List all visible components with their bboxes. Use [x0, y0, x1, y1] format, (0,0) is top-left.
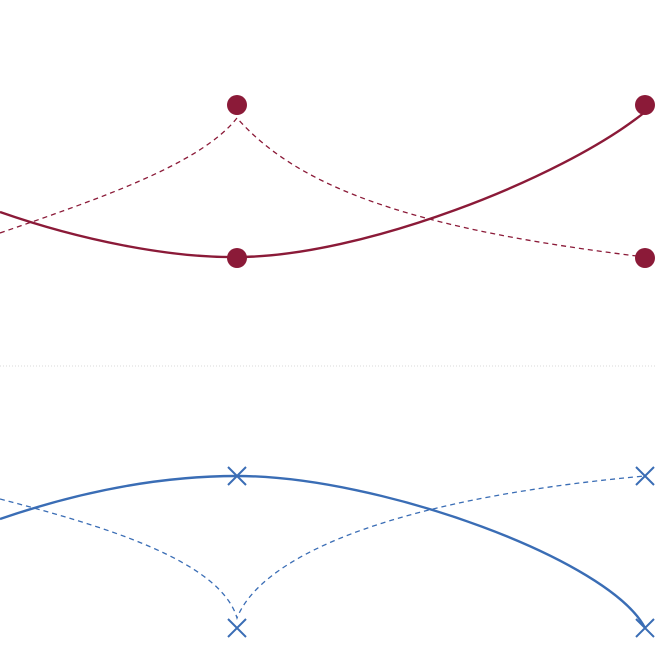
- lower-node-top-right: [635, 466, 655, 486]
- lower-node-bottom-right: [635, 618, 655, 638]
- upper-solid-curve: [0, 111, 646, 259]
- upper-node-top-right: [635, 95, 655, 115]
- lower-node-bottom-middle: [227, 618, 247, 638]
- upper-group: [0, 95, 655, 268]
- upper-dashed-curve: [0, 116, 646, 258]
- upper-node-bottom-middle: [227, 248, 247, 268]
- upper-node-top-middle: [227, 95, 247, 115]
- lower-solid-curve: [0, 474, 647, 629]
- lower-dashed-curve: [0, 475, 646, 620]
- lower-node-top-middle: [227, 466, 247, 486]
- upper-node-bottom-right: [635, 248, 655, 268]
- lower-group: [0, 466, 655, 638]
